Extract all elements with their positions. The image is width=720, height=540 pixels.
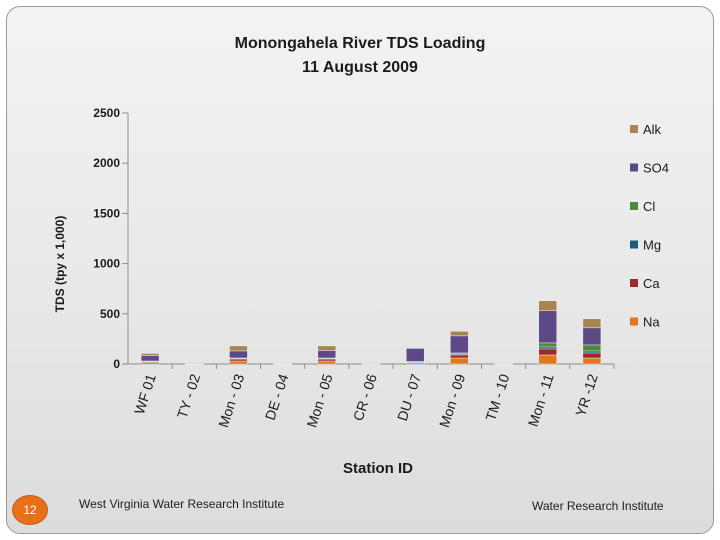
x-tick-label: Mon - 05 (303, 372, 335, 430)
bar-segment-cl (582, 344, 602, 352)
legend-label-mg: Mg (643, 238, 661, 253)
bar-segment-alk (538, 300, 557, 311)
x-tick-label: YR -12 (572, 372, 601, 419)
x-tick-label: TY - 02 (174, 372, 203, 421)
x-tick-label: DU - 07 (394, 372, 424, 423)
y-tick-label: 500 (100, 307, 120, 321)
bar-segment-alk (140, 353, 160, 356)
bar-segment-alk (229, 345, 248, 352)
legend-swatch-na (630, 317, 638, 326)
bar-segment-alk (185, 362, 204, 364)
x-tick-label: Mon - 11 (525, 372, 557, 429)
slide-frame (6, 6, 714, 534)
legend-label-alk: Alk (643, 122, 662, 137)
bar-segment-so4 (450, 335, 469, 354)
footer-right-text: Water Research Institute (532, 499, 664, 513)
footer-left-text: West Virginia Water Research Institute (79, 497, 285, 511)
x-tick-label: Mon - 03 (215, 372, 247, 430)
bar-segment-cl (538, 342, 557, 348)
bar-segment-ca (538, 348, 557, 356)
bar-segment-alk (494, 363, 513, 365)
x-tick-label: WF 01 (131, 372, 159, 416)
legend-label-na: Na (643, 315, 660, 330)
bar-segment-ca (582, 352, 602, 359)
bar-segment-so4 (317, 350, 337, 359)
bar-segment-na (229, 360, 248, 365)
bar-segment-na (317, 360, 337, 365)
bar-segment-alk (273, 363, 292, 365)
legend-label-so4: SO4 (643, 161, 669, 176)
bar-segment-na (450, 357, 469, 365)
legend-label-ca: Ca (643, 276, 660, 291)
bar-segment-alk (361, 363, 381, 365)
y-tick-label: 2000 (93, 156, 120, 170)
legend-swatch-so4 (630, 163, 638, 172)
bar-segment-mg (582, 350, 602, 354)
bar-segment-ca (317, 358, 337, 362)
bar-segment-alk (317, 345, 337, 351)
bar-segment-na (538, 354, 557, 365)
chart-title: Monongahela River TDS Loading (234, 35, 486, 52)
x-tick-label: Mon - 09 (436, 372, 468, 430)
y-tick-label: 2500 (93, 106, 120, 120)
page-number-badge: 12 (12, 495, 48, 525)
bar-segment-ca (450, 354, 469, 359)
bar-segment-so4 (229, 350, 248, 359)
bar-segment-so4 (582, 327, 602, 346)
y-axis-label: TDS (tpy x 1,000) (53, 216, 67, 313)
bar-segment-so4 (538, 310, 557, 344)
chart-subtitle: 11 August 2009 (302, 59, 418, 76)
legend-swatch-cl (630, 202, 638, 210)
legend-swatch-mg (630, 240, 638, 249)
bar-segment-so4 (405, 348, 425, 362)
y-tick-label: 1500 (93, 206, 120, 220)
bar-segment-ca (229, 358, 248, 362)
x-tick-label: CR - 06 (350, 372, 380, 423)
legend-swatch-ca (630, 279, 638, 287)
bar-segment-na (582, 357, 602, 365)
x-axis-label: Station ID (343, 460, 413, 477)
x-tick-label: TM - 10 (482, 372, 512, 423)
y-tick-label: 1000 (93, 257, 120, 271)
bar-segment-alk (582, 318, 602, 329)
legend-swatch-alk (630, 125, 638, 133)
bar-segment-na (140, 362, 160, 365)
y-tick-label: 0 (113, 357, 120, 371)
x-tick-label: DE - 04 (262, 372, 292, 422)
bar-segment-mg (538, 346, 557, 350)
bar-segment-so4 (140, 355, 160, 362)
bar-segment-alk (450, 331, 469, 337)
legend-label-cl: Cl (643, 199, 655, 214)
